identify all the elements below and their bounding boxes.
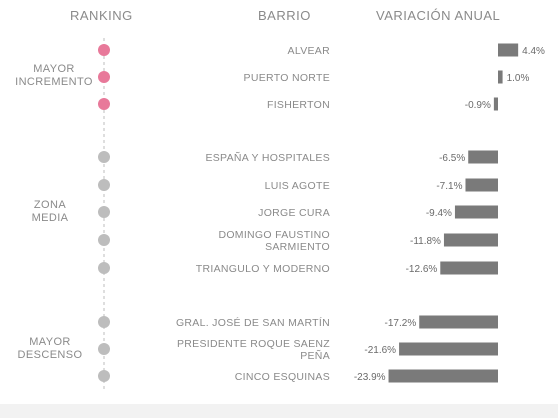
variacion-bar <box>443 233 498 247</box>
ranking-dot <box>98 262 110 274</box>
variacion-bar <box>440 261 498 275</box>
barrio-label-line: JORGE CURA <box>258 207 330 219</box>
barrio-label-line: DOMINGO FAUSTINO <box>218 229 330 241</box>
barrio-label: ESPAÑA Y HOSPITALES <box>205 151 330 164</box>
barrio-label: PUERTO NORTE <box>244 72 330 84</box>
value-label: -9.4% <box>426 208 452 219</box>
barrio-label: GRAL. JOSÉ DE SAN MARTÍN <box>176 316 330 329</box>
ranking-dot <box>98 179 110 191</box>
footer-band <box>0 404 558 418</box>
value-label: -17.2% <box>385 318 417 329</box>
ranking-dot <box>98 206 110 218</box>
ranking-dot <box>98 151 110 163</box>
variacion-bar <box>498 43 519 57</box>
barrio-label-line: SARMIENTO <box>265 241 330 253</box>
value-label: 1.0% <box>507 73 530 84</box>
variacion-bar <box>419 315 498 329</box>
variacion-chart: ALVEAR 4.4% PUERTO NORTE 1.0% FISHERTON -0.9%… <box>98 38 545 392</box>
barrio-label-line: FISHERTON <box>267 99 330 111</box>
value-label: -12.6% <box>406 264 438 275</box>
ranking-dot <box>98 98 110 110</box>
barrio-label-line: PEÑA <box>300 349 330 362</box>
group-label-line: MAYOR <box>33 63 75 75</box>
group-label-mayor-incremento: MAYOR INCREMENTO <box>4 63 104 89</box>
variacion-bar <box>468 150 498 164</box>
barrio-label: PRESIDENTE ROQUE SAENZ PEÑA <box>177 338 330 362</box>
ranking-dot <box>98 316 110 328</box>
group-label-mayor-descenso: MAYOR DESCENSO <box>0 336 100 362</box>
variacion-bar <box>388 369 498 383</box>
group-label-zona-media: ZONA MEDIA <box>0 199 100 225</box>
ranking-dot <box>98 234 110 246</box>
group-label-line: INCREMENTO <box>15 76 93 88</box>
barrio-label: DOMINGO FAUSTINO SARMIENTO <box>218 229 330 253</box>
barrio-label-line: GRAL. JOSÉ DE SAN MARTÍN <box>176 316 330 329</box>
value-label: -6.5% <box>439 153 465 164</box>
barrio-label-line: PRESIDENTE ROQUE SAENZ <box>177 338 330 350</box>
group-label-line: MEDIA <box>31 212 69 224</box>
ranking-dot <box>98 370 110 382</box>
ranking-dot <box>98 71 110 83</box>
variacion-bar <box>493 97 498 111</box>
barrio-label-line: PUERTO NORTE <box>244 72 330 84</box>
value-label: -21.6% <box>364 345 396 356</box>
value-label: -0.9% <box>465 100 491 111</box>
barrio-label-line: LUIS AGOTE <box>265 180 330 192</box>
barrio-label: CINCO ESQUINAS <box>235 371 330 383</box>
variacion-bar <box>465 178 498 192</box>
variacion-bar <box>399 342 498 356</box>
barrio-label-line: TRIANGULO Y MODERNO <box>196 263 330 275</box>
barrio-label: JORGE CURA <box>258 207 330 219</box>
ranking-dot <box>98 343 110 355</box>
variacion-bar <box>498 70 503 84</box>
variacion-header: VARIACIÓN ANUAL <box>376 8 501 23</box>
barrio-label: LUIS AGOTE <box>265 180 330 192</box>
ranking-header: RANKING <box>70 8 133 23</box>
variacion-bar <box>454 205 498 219</box>
group-label-line: DESCENSO <box>17 349 83 361</box>
ranking-dot <box>98 44 110 56</box>
value-label: -7.1% <box>436 181 462 192</box>
barrio-label: ALVEAR <box>288 45 331 57</box>
value-label: -11.8% <box>410 236 441 247</box>
group-label-line: ZONA <box>33 199 67 211</box>
barrio-label: FISHERTON <box>267 99 330 111</box>
barrio-label-line: CINCO ESQUINAS <box>235 371 330 383</box>
barrio-label-line: ESPAÑA Y HOSPITALES <box>205 151 330 164</box>
barrio-header: BARRIO <box>258 8 311 23</box>
value-label: 4.4% <box>522 46 545 57</box>
barrio-label-line: ALVEAR <box>288 45 331 57</box>
group-label-line: MAYOR <box>29 336 71 348</box>
value-label: -23.9% <box>354 372 386 383</box>
barrio-label: TRIANGULO Y MODERNO <box>196 263 330 275</box>
